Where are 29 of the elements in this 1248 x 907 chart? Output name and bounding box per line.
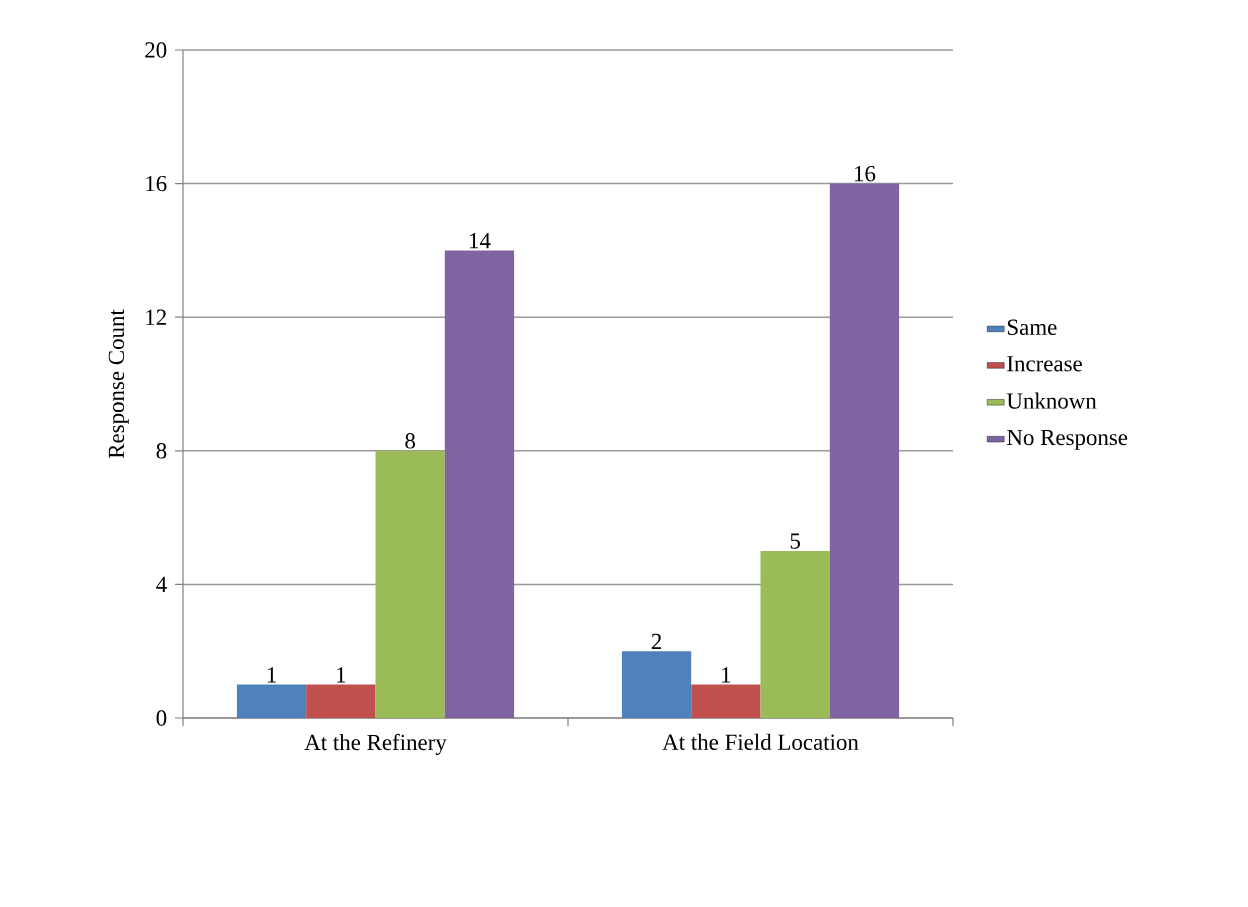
data-label: 1 [722,667,731,683]
data-label: 1 [267,667,276,683]
legend-label: Same [1007,319,1057,335]
y-tick-label: 0 [156,710,167,726]
bar [306,684,376,718]
bar [760,551,830,718]
data-label: 1 [337,667,346,683]
y-axis-title: Response Count [108,309,129,459]
y-tick-label: 20 [145,42,167,58]
data-label: 5 [790,533,800,549]
y-tick-label: 12 [146,309,166,325]
y-tick-label: 16 [146,175,167,192]
bar [444,250,515,718]
bar [691,684,761,718]
bar [621,651,692,718]
legend-label: Unknown [1006,392,1097,409]
bar [236,684,307,718]
x-tick-label: At the Refinery [304,733,447,755]
y-tick-label: 4 [156,576,167,592]
x-tick-label: At the Field Location [662,733,859,750]
data-label: 16 [855,166,876,182]
legend-label: Increase [1007,356,1082,372]
data-label: 8 [405,433,416,449]
y-tick-label: 8 [156,443,167,459]
data-label: 2 [651,633,662,649]
legend-label: No Response [1007,429,1128,450]
data-label: 14 [470,233,491,249]
bar [829,183,900,718]
bar [375,450,445,718]
